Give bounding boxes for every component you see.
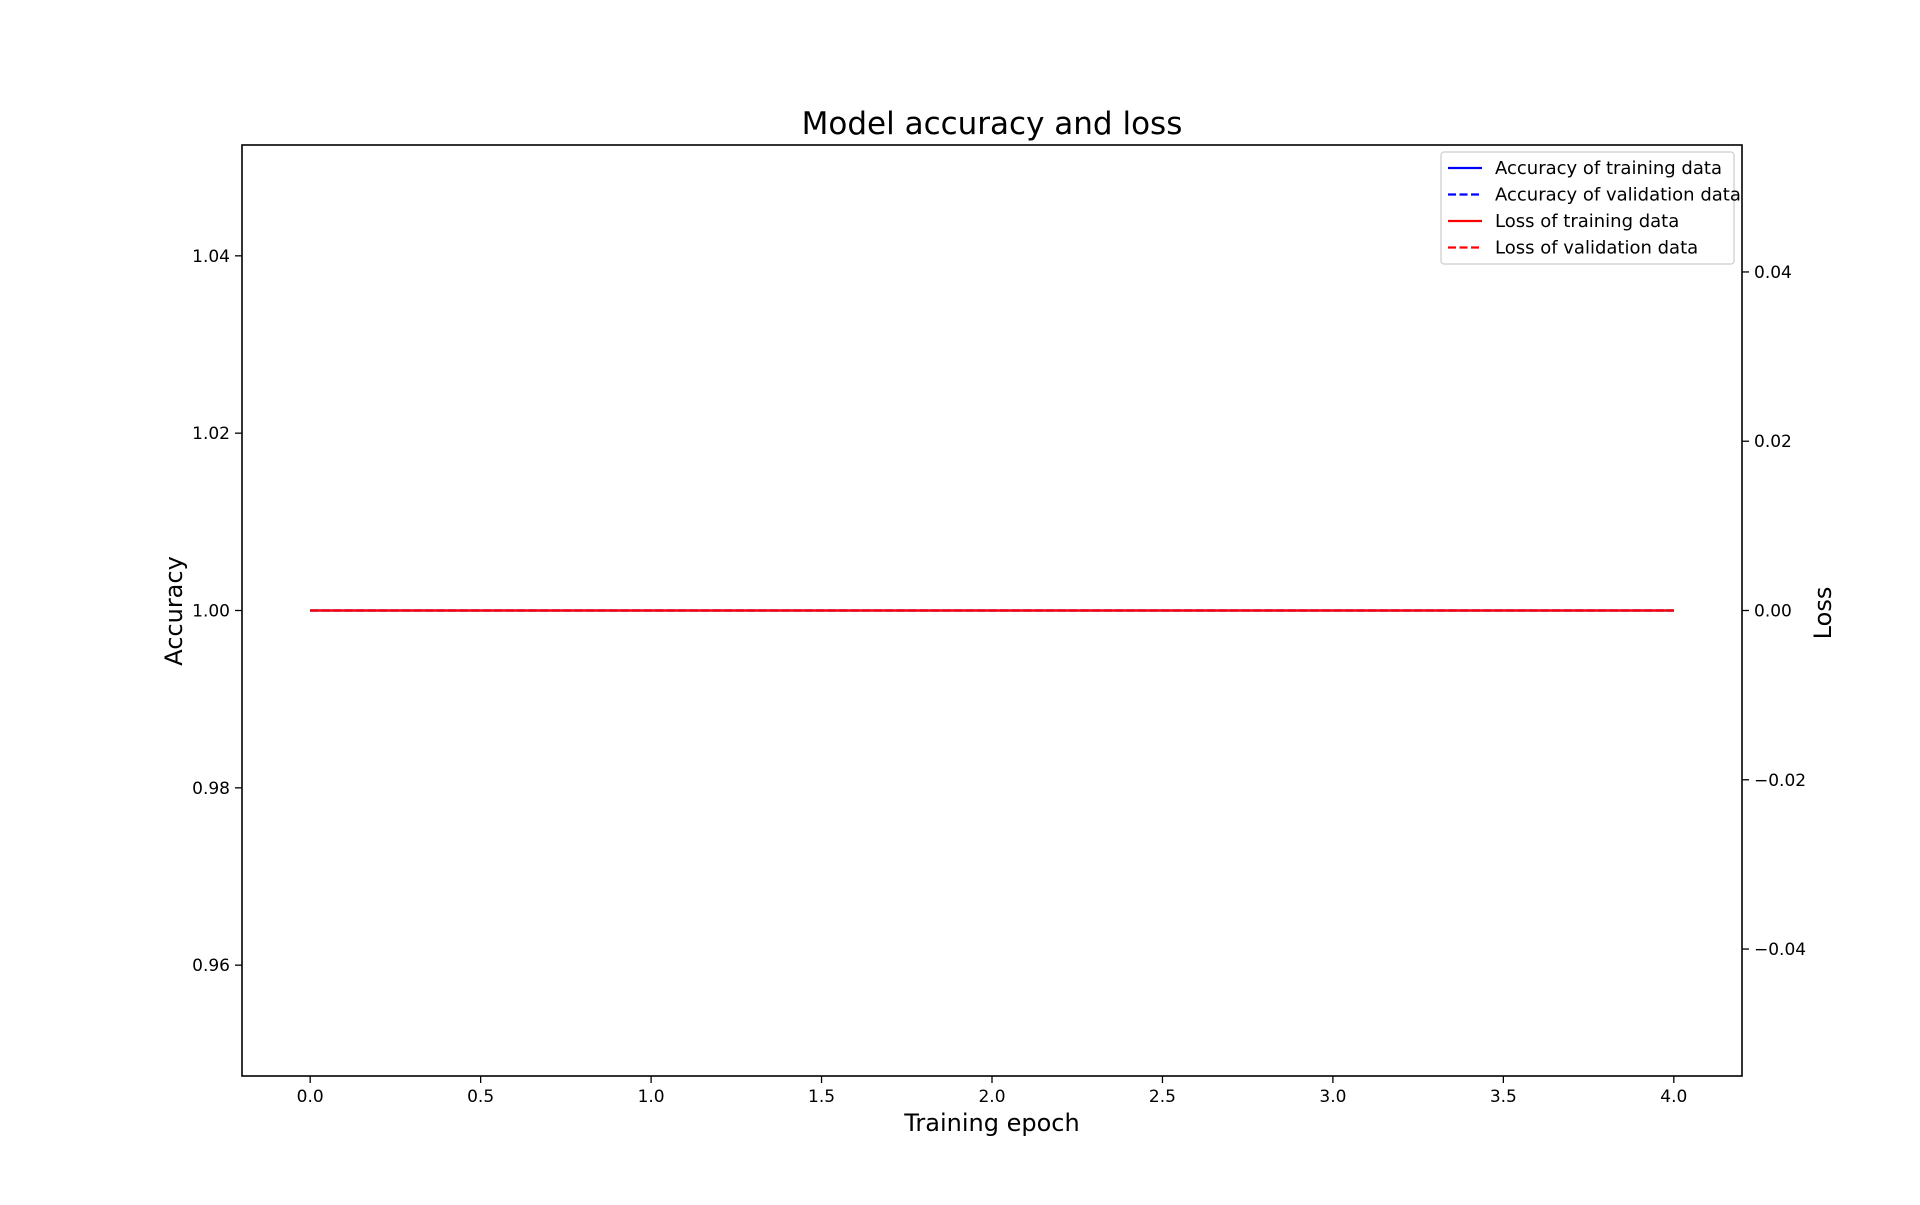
y2-tick-label: −0.04: [1754, 940, 1806, 960]
y2-tick-label: 0.04: [1754, 263, 1792, 283]
x-tick-label: 4.0: [1660, 1087, 1687, 1107]
x-tick-label: 3.5: [1490, 1087, 1517, 1107]
y-tick-label: 1.02: [192, 424, 230, 444]
x-tick-label: 0.0: [297, 1087, 324, 1107]
y-tick-label: 1.04: [192, 247, 230, 267]
legend: Accuracy of training data Accuracy of val…: [1440, 151, 1741, 265]
y2-tick-label: 0.00: [1754, 602, 1792, 622]
y2-tick-label: 0.02: [1754, 432, 1792, 452]
legend-label-2: Accuracy of validation data: [1495, 185, 1741, 206]
y-tick-label: 0.96: [192, 956, 230, 976]
x-tick-label: 1.5: [808, 1087, 835, 1107]
y2-tick-label: −0.02: [1754, 771, 1806, 791]
legend-label-1: Accuracy of training data: [1495, 158, 1722, 179]
legend-label-3: Loss of training data: [1495, 211, 1679, 232]
x-tick-label: 2.0: [978, 1087, 1005, 1107]
y2-axis-title: Loss: [1809, 587, 1837, 640]
ticks-layer: 0.0 0.5 1.0 1.5 2.0 2.5 3.0 3.5 4.0 0.96 0.98 1.00 1…: [192, 247, 1806, 1107]
x-axis-title: Training epoch: [903, 1109, 1079, 1137]
x-tick-label: 2.5: [1149, 1087, 1176, 1107]
y-tick-label: 0.98: [192, 779, 230, 799]
legend-box: [1440, 151, 1735, 265]
y-tick-label: 1.00: [192, 602, 230, 622]
x-tick-label: 0.5: [467, 1087, 494, 1107]
x-tick-label: 1.0: [638, 1087, 665, 1107]
x-tick-label: 3.0: [1319, 1087, 1346, 1107]
y-axis-title: Accuracy: [160, 556, 188, 666]
legend-label-4: Loss of validation data: [1495, 238, 1698, 259]
chart-title: Model accuracy and loss: [802, 106, 1183, 142]
